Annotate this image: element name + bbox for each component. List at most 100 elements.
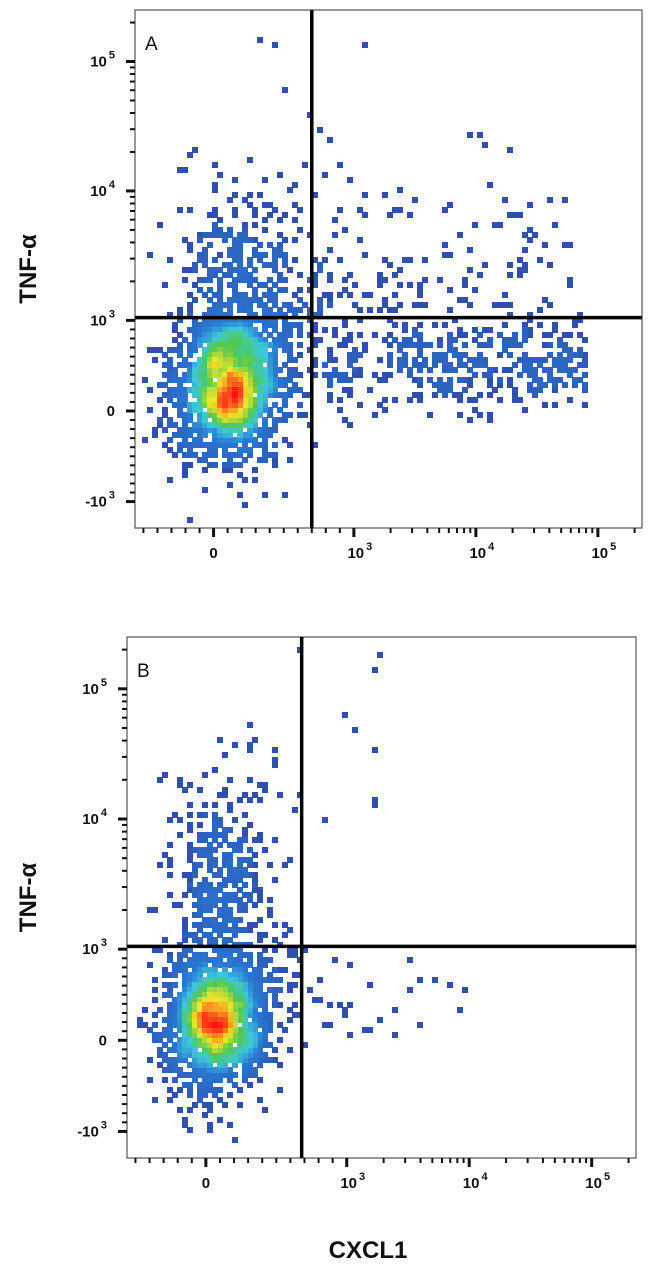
data-point — [227, 377, 233, 383]
data-point — [197, 237, 203, 243]
data-point — [182, 892, 188, 898]
data-point — [257, 332, 263, 338]
data-point — [347, 337, 353, 343]
data-point — [297, 327, 303, 333]
data-point — [182, 1082, 188, 1088]
data-point — [217, 227, 223, 233]
data-point — [162, 392, 168, 398]
data-point — [187, 1012, 193, 1018]
data-point — [362, 1027, 368, 1033]
data-point — [147, 962, 153, 968]
data-point — [192, 322, 198, 328]
data-point — [277, 1087, 283, 1093]
data-point — [282, 317, 288, 323]
data-point — [437, 382, 443, 388]
data-point — [502, 337, 508, 343]
data-point — [257, 837, 263, 843]
data-point — [287, 377, 293, 383]
data-point — [202, 1022, 208, 1028]
data-point — [237, 952, 243, 958]
x-tick-label: 10 5 — [591, 541, 616, 562]
data-point — [247, 1062, 253, 1068]
data-point — [177, 1012, 183, 1018]
data-point — [217, 412, 223, 418]
data-point — [237, 982, 243, 988]
data-point — [432, 362, 438, 368]
data-point — [222, 982, 228, 988]
data-point — [247, 952, 253, 958]
data-point — [257, 337, 263, 343]
data-point — [232, 352, 238, 358]
data-point — [237, 327, 243, 333]
data-point — [197, 427, 203, 433]
data-point — [257, 1047, 263, 1053]
data-point — [477, 132, 483, 138]
data-point — [192, 332, 198, 338]
data-point — [467, 302, 473, 308]
data-point — [297, 297, 303, 303]
data-point — [197, 287, 203, 293]
data-point — [242, 292, 248, 298]
data-point — [167, 1037, 173, 1043]
data-point — [287, 187, 293, 193]
data-point — [217, 882, 223, 888]
data-point — [217, 912, 223, 918]
data-point — [477, 352, 483, 358]
data-point — [252, 402, 258, 408]
data-point — [322, 257, 328, 263]
data-point — [262, 847, 268, 853]
x-tick-label: 10 4 — [469, 541, 495, 562]
data-point — [162, 282, 168, 288]
data-point — [327, 347, 333, 353]
data-point — [192, 1072, 198, 1078]
data-point — [527, 382, 533, 388]
data-point — [252, 267, 258, 273]
data-point — [237, 412, 243, 418]
data-point — [292, 312, 298, 318]
data-point — [217, 1117, 223, 1123]
data-point — [167, 372, 173, 378]
data-point — [237, 297, 243, 303]
data-point — [157, 382, 163, 388]
data-point — [167, 892, 173, 898]
data-point — [227, 807, 233, 813]
data-point — [227, 997, 233, 1003]
data-point — [272, 327, 278, 333]
data-point — [207, 907, 213, 913]
data-point — [247, 857, 253, 863]
data-point — [197, 977, 203, 983]
data-point — [227, 1017, 233, 1023]
data-point — [197, 997, 203, 1003]
data-point — [222, 1062, 228, 1068]
data-point — [227, 907, 233, 913]
data-point — [252, 1072, 258, 1078]
data-point — [277, 217, 283, 223]
data-point — [572, 367, 578, 373]
data-point — [187, 1047, 193, 1053]
data-point — [527, 312, 533, 318]
data-point — [217, 977, 223, 983]
data-point — [237, 1042, 243, 1048]
data-point — [217, 347, 223, 353]
data-point — [222, 962, 228, 968]
data-point — [192, 382, 198, 388]
data-point — [237, 1102, 243, 1108]
data-point — [547, 197, 553, 203]
data-point — [212, 382, 218, 388]
data-point — [222, 417, 228, 423]
data-point — [257, 432, 263, 438]
data-point — [247, 1022, 253, 1028]
data-point — [397, 302, 403, 308]
data-point — [192, 1022, 198, 1028]
data-point — [252, 737, 258, 743]
data-point — [287, 267, 293, 273]
data-point — [417, 337, 423, 343]
data-point — [212, 917, 218, 923]
data-point — [217, 287, 223, 293]
data-point — [147, 387, 153, 393]
data-point — [242, 872, 248, 878]
data-point — [187, 877, 193, 883]
data-point — [272, 317, 278, 323]
data-point — [472, 357, 478, 363]
data-point — [267, 357, 273, 363]
